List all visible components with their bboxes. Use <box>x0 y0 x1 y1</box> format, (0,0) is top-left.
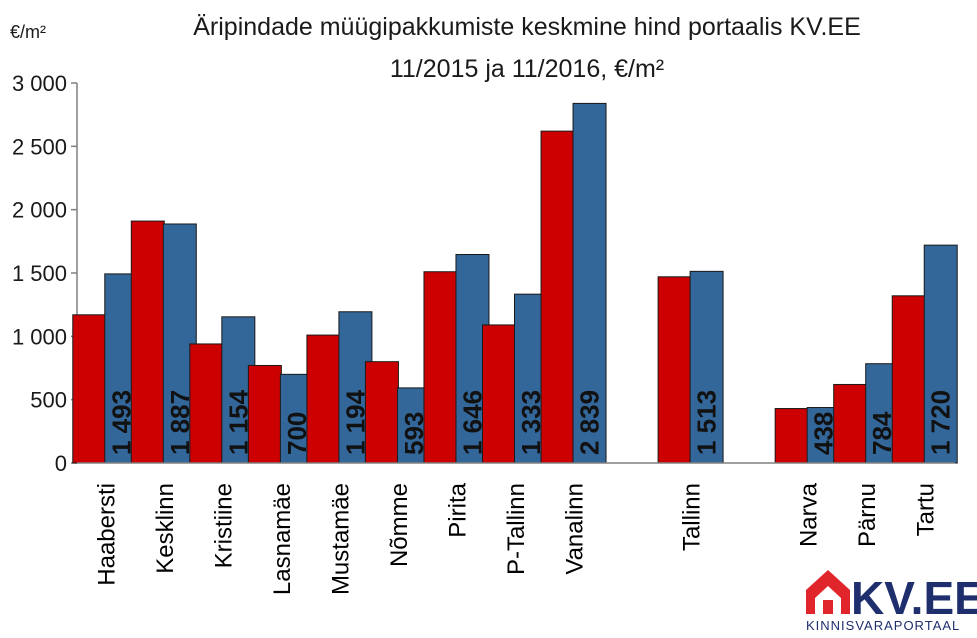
house-icon <box>806 570 850 614</box>
bar-2015 <box>657 276 692 464</box>
bar-2016 <box>923 244 958 464</box>
category-label: Vanalinn <box>562 483 589 575</box>
data-label-2016: 1 154 <box>223 389 253 455</box>
category-labels: Haabersti Kesklinn Kristiine Lasnamäe Mustam… <box>93 482 939 595</box>
chart-title-line-1: Äripindade müügipakkumiste keskmine hind… <box>193 13 861 41</box>
category-label: Pärnu <box>854 483 881 547</box>
category-label: Mustamäe <box>327 483 354 595</box>
y-tick-label: 500 <box>30 388 67 413</box>
data-label-2016: 1 720 <box>926 390 956 455</box>
category-label: Pirita <box>444 482 471 537</box>
category-label: Haabersti <box>93 483 120 586</box>
y-tick-label: 3 000 <box>12 71 67 96</box>
logo-name: KV.EE <box>851 572 977 624</box>
bar-2016 <box>572 102 607 464</box>
bar-2015 <box>774 408 809 464</box>
kv-logo: KV.EE KINNISVARAPORTAAL <box>806 570 977 633</box>
y-tick-label: 1 500 <box>12 261 67 286</box>
bars <box>72 102 958 464</box>
bar-2015 <box>306 334 341 464</box>
data-label-2016: 1 887 <box>165 390 195 455</box>
logo-tagline: KINNISVARAPORTAAL <box>806 618 960 633</box>
bar-2015 <box>72 314 107 464</box>
data-label-2016: 784 <box>867 411 897 455</box>
chart-title-line-2: 11/2015 ja 11/2016, €/m² <box>390 55 664 83</box>
category-label: Tallinn <box>679 483 706 551</box>
data-label-2016: 2 839 <box>575 390 605 455</box>
bar-2015 <box>482 324 516 464</box>
data-label-2016: 438 <box>809 412 839 455</box>
y-tick-label: 2 000 <box>12 198 67 223</box>
bar-2015 <box>423 271 458 464</box>
y-unit-label: €/m² <box>10 22 46 42</box>
category-label: P-Tallinn <box>503 483 530 575</box>
data-label-2016: 1 513 <box>692 390 722 455</box>
y-tick-label: 2 500 <box>12 134 67 159</box>
category-label: Tartu <box>913 483 940 536</box>
bar-2016 <box>689 270 724 464</box>
data-labels: 1 493 1 887 1 154 700 1 194 593 1 646 1 333 2 83… <box>106 389 955 455</box>
y-axis: 0 500 1 000 1 500 2 000 2 500 3 000 <box>12 71 78 476</box>
data-label-2016: 1 646 <box>457 390 487 455</box>
bar-2015 <box>540 130 575 464</box>
bar-2015 <box>833 383 868 464</box>
data-label-2016: 1 333 <box>516 390 546 455</box>
category-label: Lasnamäe <box>269 483 296 595</box>
data-label-2016: 1 194 <box>340 389 370 455</box>
data-label-2016: 1 493 <box>106 390 136 455</box>
category-label: Kristiine <box>210 483 237 568</box>
bar-2015 <box>247 364 282 464</box>
y-tick-label: 1 000 <box>12 324 67 349</box>
category-label: Kesklinn <box>152 483 179 574</box>
y-tick-label: 0 <box>55 451 67 476</box>
data-label-2016: 593 <box>399 412 429 455</box>
data-label-2016: 700 <box>282 412 312 455</box>
category-label: Narva <box>796 482 823 547</box>
category-label: Nõmme <box>386 483 413 567</box>
